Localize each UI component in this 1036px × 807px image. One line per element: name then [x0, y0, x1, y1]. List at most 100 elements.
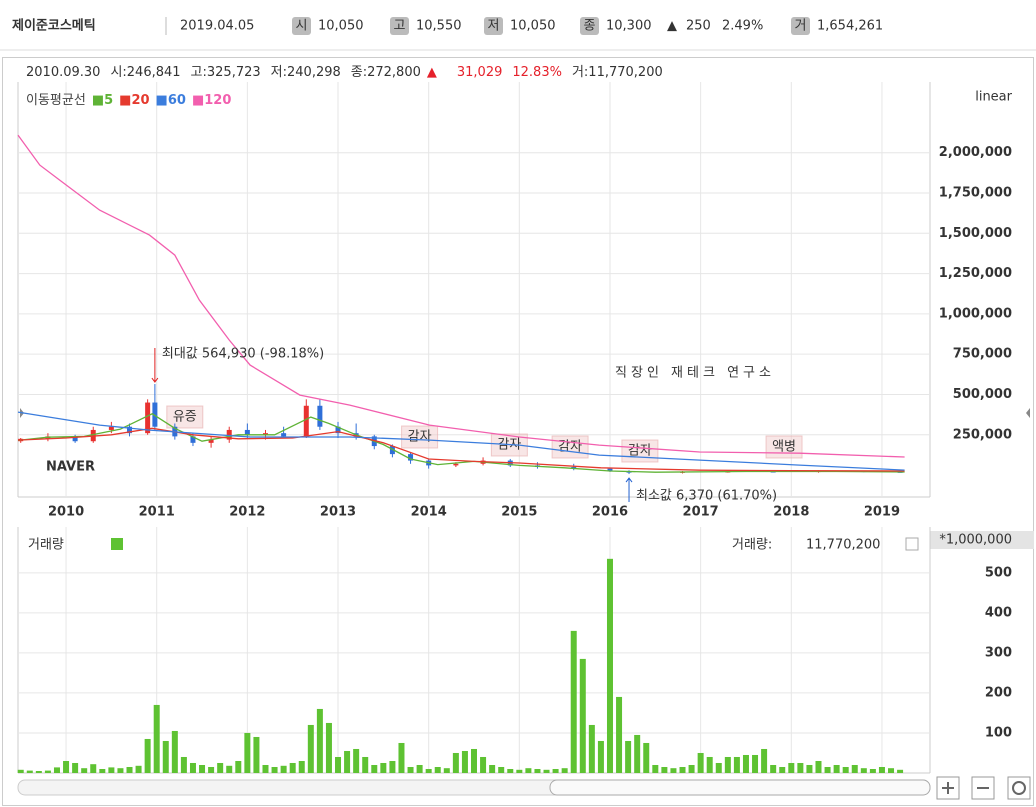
- legend: 이동평균선 ■5 ■20 ■60 ■120: [26, 93, 231, 108]
- candle-body: [303, 405, 309, 437]
- candle-body: [607, 468, 613, 472]
- annotation-arrow: [151, 348, 159, 383]
- scroll-thumb[interactable]: [549, 779, 931, 796]
- volume-bar: [543, 769, 550, 773]
- x-tick-label: 2014: [411, 505, 447, 520]
- candle-body: [127, 426, 133, 434]
- info-value: 272,800: [367, 65, 421, 80]
- volume-bar: [634, 734, 641, 773]
- volume-bar: [878, 766, 885, 773]
- right-handle[interactable]: [1026, 408, 1030, 418]
- volume-bar: [53, 767, 60, 773]
- volume-bar: [63, 760, 70, 773]
- ma-line: [17, 134, 905, 458]
- volume-bar: [507, 768, 514, 773]
- volume-bar: [452, 752, 459, 773]
- volume-bar: [44, 770, 51, 773]
- candle-body: [244, 429, 250, 435]
- event-label: 유증: [173, 410, 197, 425]
- item-value: 10,050: [510, 19, 556, 34]
- candle-body: [208, 439, 214, 443]
- volume-bar: [733, 756, 740, 773]
- item-value: 10,550: [416, 19, 462, 34]
- volume-bar: [697, 752, 704, 773]
- volume-bar: [869, 768, 876, 773]
- volume-bar: [797, 762, 804, 773]
- volume-bar: [108, 767, 115, 773]
- volume-bar: [516, 769, 523, 773]
- volume-bar: [208, 766, 215, 773]
- volume-bar: [752, 754, 759, 773]
- volume-bar: [398, 742, 405, 773]
- volume-bar: [706, 756, 713, 773]
- y-tick-label: 400: [985, 605, 1012, 620]
- volume-bar: [371, 764, 378, 773]
- readout-close: [905, 537, 919, 551]
- volume-bar: [616, 696, 623, 773]
- item-icon: [390, 17, 409, 35]
- volume-bar: [851, 764, 858, 773]
- info-label: 종:: [351, 65, 367, 80]
- item-icon: [791, 17, 810, 35]
- volume-bar: [26, 770, 33, 773]
- volume-bar: [815, 760, 822, 773]
- candle-body: [453, 463, 459, 466]
- unit-label: *1,000,000: [939, 533, 1012, 548]
- change-arrow: ▲: [667, 19, 677, 34]
- volume-bar: [35, 770, 42, 773]
- volume-bar: [661, 766, 668, 773]
- volume-bar: [280, 765, 287, 773]
- volume-bar: [217, 762, 224, 773]
- volume-bar: [742, 754, 749, 773]
- volume-bar: [135, 765, 142, 773]
- volume-bar: [416, 764, 423, 773]
- y-tick-label: 500,000: [953, 387, 1012, 402]
- info-label: 거:: [572, 65, 588, 80]
- x-tick-label: 2013: [320, 505, 356, 520]
- volume-bar: [779, 766, 786, 773]
- x-tick-label: 2016: [592, 505, 628, 520]
- volume-bar: [498, 766, 505, 773]
- reset[interactable]: [1007, 776, 1031, 800]
- info-value: 11,770,200: [588, 65, 662, 80]
- volume-bar: [344, 750, 351, 773]
- volume-bar: [597, 740, 604, 773]
- item-label: 거: [795, 19, 807, 34]
- legend-swatch: ■: [119, 93, 131, 108]
- legend-label: 5: [104, 93, 113, 108]
- x-tick-label: 2015: [501, 505, 537, 520]
- volume-bar: [606, 558, 613, 773]
- volume-bar: [353, 748, 360, 773]
- info-value: 246,841: [127, 65, 181, 80]
- annotation-arrow: [625, 477, 633, 503]
- volume-swatch: [111, 538, 123, 550]
- zoom-out[interactable]: [971, 776, 995, 800]
- volume-bar: [407, 766, 414, 773]
- legend-swatch: ■: [156, 93, 168, 108]
- zoom-in[interactable]: [936, 776, 960, 800]
- y-tick-label: 300: [985, 645, 1012, 660]
- header-bar: [0, 0, 1036, 50]
- volume-bar: [679, 766, 686, 773]
- info-label: 고:: [191, 65, 207, 80]
- item-icon: [580, 17, 599, 35]
- volume-bar: [652, 764, 659, 773]
- annotation: 최대값 564,930 (-98.18%): [162, 347, 324, 362]
- y-tick-label: 1,750,000: [939, 185, 1012, 200]
- volume-bar: [434, 766, 441, 773]
- volume-bar: [806, 764, 813, 773]
- volume-bar: [235, 760, 242, 773]
- volume-bar: [715, 762, 722, 773]
- ma-line: [17, 413, 905, 473]
- volume-bar: [226, 765, 233, 773]
- volume-bar: [99, 768, 106, 773]
- change-pct: 2.49%: [722, 19, 763, 34]
- volume-bar: [362, 756, 369, 773]
- item-icon: [292, 17, 311, 35]
- candle-body: [408, 454, 414, 461]
- volume: 1,654,261: [817, 19, 883, 34]
- volume-bar: [625, 740, 632, 773]
- volume-bar: [588, 724, 595, 773]
- volume-bar: [316, 708, 323, 773]
- volume-bar: [443, 768, 450, 773]
